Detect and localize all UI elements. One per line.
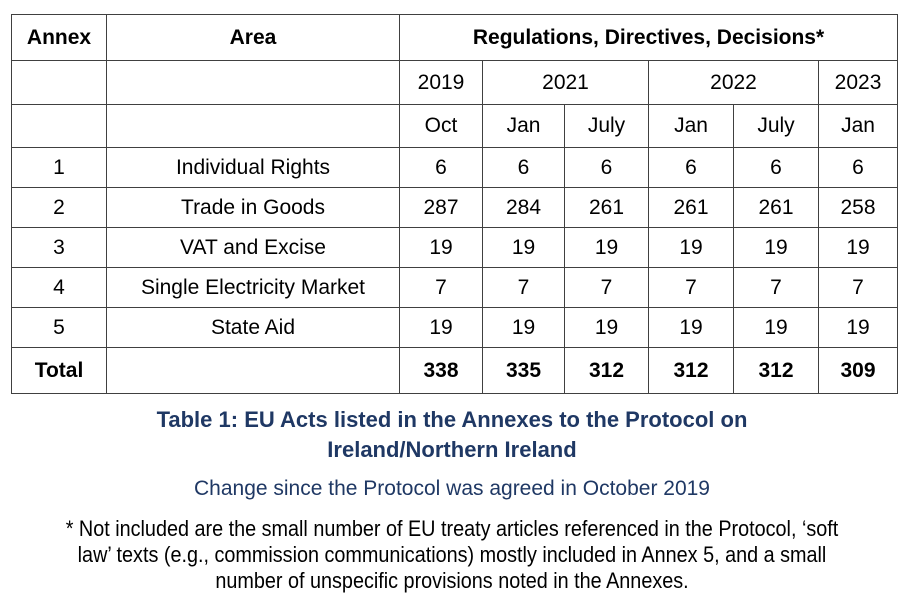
value-cell: 19: [399, 227, 483, 268]
total-value: 312: [733, 347, 819, 394]
month-cell: Oct: [399, 104, 483, 148]
empty-cell: [106, 347, 400, 394]
value-cell: 19: [399, 307, 483, 348]
value-cell: 258: [817, 187, 899, 228]
empty-cell: [106, 60, 400, 105]
value-cell: 19: [482, 307, 565, 348]
footnote-line3: number of unspecific provisions noted in…: [215, 568, 689, 593]
area-name: State Aid: [106, 307, 400, 348]
value-cell: 7: [648, 267, 734, 308]
annex-number: 3: [11, 227, 107, 268]
table-caption-line2: Ireland/Northern Ireland: [327, 437, 577, 462]
table-row: 4 Single Electricity Market 7 7 7 7 7 7: [11, 267, 899, 308]
value-cell: 261: [564, 187, 649, 228]
year-2022: 2022: [648, 60, 819, 105]
annex-number: 5: [11, 307, 107, 348]
table-caption: Table 1: EU Acts listed in the Annexes t…: [0, 405, 904, 465]
table-row: 1 Individual Rights 6 6 6 6 6 6: [11, 147, 899, 188]
table-row: 2 Trade in Goods 287 284 261 261 261 258: [11, 187, 899, 228]
empty-cell: [11, 60, 107, 105]
value-cell: 7: [817, 267, 899, 308]
table-subcaption: Change since the Protocol was agreed in …: [194, 477, 710, 500]
value-cell: 6: [733, 147, 819, 188]
month-cell: Jan: [482, 104, 565, 148]
total-value: 312: [564, 347, 649, 394]
table-caption-line1: Table 1: EU Acts listed in the Annexes t…: [156, 407, 748, 432]
area-name: Trade in Goods: [106, 187, 400, 228]
year-header-row: 2019 2021 2022 2023: [11, 60, 899, 105]
value-cell: 19: [733, 227, 819, 268]
table-footnote: * Not included are the small number of E…: [45, 516, 859, 594]
total-label: Total: [11, 347, 107, 394]
value-cell: 19: [564, 307, 649, 348]
value-cell: 19: [648, 307, 734, 348]
value-cell: 261: [648, 187, 734, 228]
value-cell: 7: [482, 267, 565, 308]
table-row: 3 VAT and Excise 19 19 19 19 19 19: [11, 227, 899, 268]
annex-column-header: Annex: [11, 14, 107, 61]
area-name: VAT and Excise: [106, 227, 400, 268]
month-cell: Jan: [817, 104, 899, 148]
year-2021: 2021: [482, 60, 649, 105]
eu-acts-table: Annex Area Regulations, Directives, Deci…: [11, 14, 899, 394]
value-cell: 6: [399, 147, 483, 188]
empty-cell: [106, 104, 400, 148]
total-value: 338: [399, 347, 483, 394]
value-cell: 284: [482, 187, 565, 228]
footnote-line2: law’ texts (e.g., commission communicati…: [77, 542, 827, 567]
value-cell: 6: [482, 147, 565, 188]
month-cell: July: [733, 104, 819, 148]
value-cell: 7: [564, 267, 649, 308]
value-cell: 287: [399, 187, 483, 228]
total-value: 335: [482, 347, 565, 394]
value-cell: 19: [564, 227, 649, 268]
annex-number: 4: [11, 267, 107, 308]
value-cell: 7: [399, 267, 483, 308]
year-2019: 2019: [399, 60, 483, 105]
value-cell: 19: [817, 227, 899, 268]
table-row: 5 State Aid 19 19 19 19 19 19: [11, 307, 899, 348]
area-name: Individual Rights: [106, 147, 400, 188]
year-2023: 2023: [817, 60, 899, 105]
value-cell: 6: [564, 147, 649, 188]
annex-number: 2: [11, 187, 107, 228]
month-cell: Jan: [648, 104, 734, 148]
value-cell: 6: [817, 147, 899, 188]
table-header-row: Annex Area Regulations, Directives, Deci…: [11, 14, 899, 61]
annex-number: 1: [11, 147, 107, 188]
value-cell: 7: [733, 267, 819, 308]
month-header-row: Oct Jan July Jan July Jan: [11, 104, 899, 148]
footnote-line1: * Not included are the small number of E…: [65, 516, 839, 541]
regulations-group-header: Regulations, Directives, Decisions*: [398, 14, 899, 61]
total-value: 309: [817, 347, 899, 394]
area-name: Single Electricity Market: [106, 267, 400, 308]
total-value: 312: [648, 347, 734, 394]
value-cell: 6: [648, 147, 734, 188]
value-cell: 19: [482, 227, 565, 268]
empty-cell: [11, 104, 107, 148]
area-column-header: Area: [106, 14, 400, 61]
total-row: Total 338 335 312 312 312 309: [11, 347, 899, 394]
value-cell: 261: [733, 187, 819, 228]
value-cell: 19: [648, 227, 734, 268]
value-cell: 19: [733, 307, 819, 348]
value-cell: 19: [817, 307, 899, 348]
month-cell: July: [564, 104, 649, 148]
